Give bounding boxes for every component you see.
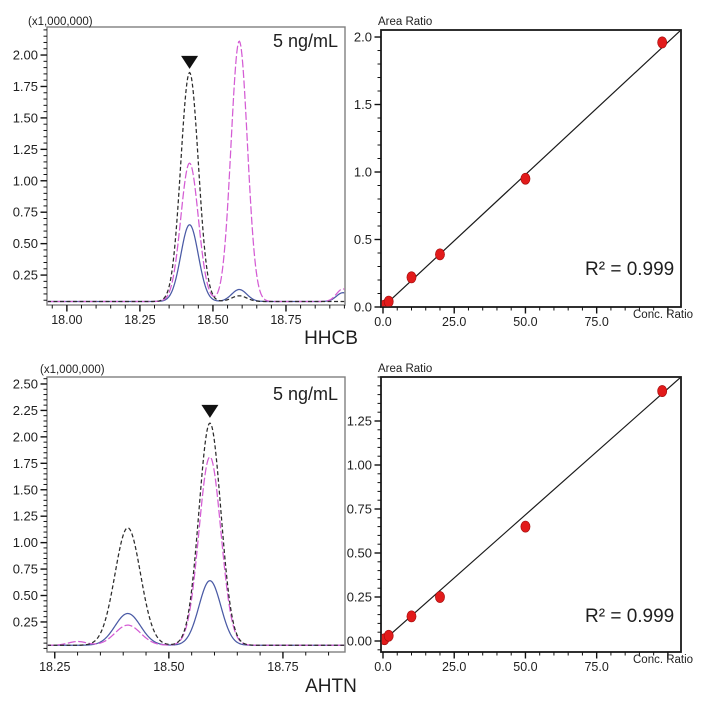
y-tick-label: 1.0 [354,165,372,180]
ahtn-calibration: 0.0 25.0 50.0 75.0 0.00 0.25 0.50 0.75 1.00 1.25 [347,376,682,674]
y-tick-label: 2.50 [13,376,38,391]
ahtn-calibration-data-point [435,591,445,603]
y-tick-label: 1.25 [347,414,372,429]
y-tick-label: 1.25 [13,142,38,157]
hhcb-chromatogram-y-axis: 0.25 0.50 0.75 1.00 1.25 1.50 1.75 2.00 [13,29,47,301]
y-tick-label: 0.50 [13,588,38,603]
hhcb-calibration-data-point [520,172,531,185]
hhcb-calibration-y-axis: 0.0 0.5 1.0 1.5 2.0 [354,30,381,315]
y-tick-label: 2.25 [13,403,38,418]
y-tick-label: 0.75 [13,205,38,220]
hhcb-cal-y-axis-title: Area Ratio [378,16,433,28]
x-tick-label: 18.00 [51,313,82,327]
y-tick-label: 0.50 [13,236,38,251]
y-tick-label: 1.75 [13,79,38,94]
hhcb-calibration-data-point [406,271,417,284]
x-tick-label: 25.0 [442,315,466,329]
ahtn-chromatogram: 18.25 18.50 18.75 0.25 0.50 0.75 1.00 1.25 1.50 1… [13,376,346,674]
x-tick-label: 0.0 [374,315,391,329]
x-tick-label: 18.75 [270,313,301,327]
hhcb-calibration-fit-line [382,30,681,307]
y-tick-label: 1.00 [13,535,38,550]
ahtn-chromatogram-x-axis: 18.25 18.50 18.75 [39,652,330,674]
y-tick-label: 1.00 [13,173,38,188]
y-tick-label: 1.50 [13,482,38,497]
x-tick-label: 50.0 [513,315,537,329]
x-tick-label: 18.25 [39,660,70,674]
hhcb-calibration-data-point [383,295,394,307]
ahtn-calibration-x-axis: 0.0 25.0 50.0 75.0 [374,652,669,674]
x-tick-label: 18.50 [197,313,228,327]
y-tick-label: 0.75 [13,562,38,577]
ahtn-chromatogram-peak-marker-triangle [201,404,219,418]
ahtn-r2-label: R² = 0.999 [585,606,675,627]
y-tick-label: 0.25 [347,590,372,605]
hhcb-cal-x-axis-title: Conc. Ratio [633,309,694,321]
hhcb-chromatogram-plot-area [47,40,345,303]
y-tick-label: 0.50 [347,546,372,561]
ahtn-cal-x-axis-title: Conc. Ratio [633,654,694,666]
y-tick-label: 0.00 [347,634,372,649]
x-tick-label: 25.0 [442,660,466,674]
hhcb-chromatogram-x-axis: 18.00 18.25 18.50 18.75 [51,305,345,327]
ahtn-chromatogram-plot-area [47,422,345,646]
y-tick-label: 0.75 [347,502,372,517]
ahtn-calibration-data-point [657,385,668,397]
hhcb-calibration: 0.0 25.0 50.0 75.0 0.0 0.5 1.0 1.5 2.0 [354,29,682,329]
hhcb-caption: HHCB [304,328,358,349]
x-tick-label: 18.75 [267,660,298,674]
ahtn-chromatogram-trace-black [47,422,345,646]
y-tick-label: 0.0 [354,300,372,315]
y-tick-label: 1.25 [13,509,38,524]
hhcb-calibration-data-point [657,36,668,49]
hhcb-chromatogram: 18.00 18.25 18.50 18.75 0.25 0.50 0.75 1.00 1.25… [13,26,346,327]
x-tick-label: 18.25 [124,313,155,327]
ahtn-calibration-frame [380,376,682,653]
x-tick-label: 50.0 [513,660,537,674]
ahtn-calibration-data-point [520,520,531,533]
y-tick-label: 0.25 [13,614,38,629]
ahtn-calibration-data-point [383,629,394,642]
hhcb-sample-concentration-label: 5 ng/mL [272,31,338,51]
y-tick-label: 1.00 [347,458,372,473]
ahtn-sample-concentration-label: 5 ng/mL [272,384,338,404]
ahtn-chromatogram-y-axis: 0.25 0.50 0.75 1.00 1.25 1.50 1.75 2.00 2.25 2.50 [13,376,47,649]
hhcb-r2-label: R² = 0.999 [585,259,675,280]
hhcb-calibration-data-point [435,248,445,261]
ahtn-calibration-y-axis: 0.00 0.25 0.50 0.75 1.00 1.25 [347,376,381,651]
ahtn-calibration-plot-area [381,377,681,646]
ahtn-scale-label: (x1,000,000) [40,364,105,376]
y-tick-label: 1.5 [354,97,372,112]
y-tick-label: 1.75 [13,456,38,471]
ahtn-caption: AHTN [305,676,357,697]
ahtn-calibration-fit-line [382,377,681,642]
y-tick-label: 2.00 [13,429,38,444]
y-tick-label: 2.0 [354,30,372,45]
hhcb-calibration-plot-area [381,30,681,307]
hhcb-chromatogram-frame [46,26,346,306]
y-tick-label: 0.5 [354,232,372,247]
hhcb-chromatogram-trace-black [47,71,345,303]
x-tick-label: 75.0 [584,660,608,674]
y-tick-label: 1.50 [13,110,38,125]
ahtn-chromatogram-frame [46,376,346,653]
y-tick-label: 0.25 [13,268,38,283]
hhcb-scale-label: (x1,000,000) [28,16,93,28]
ahtn-calibration-data-point [406,610,417,623]
hhcb-chromatogram-peak-marker-triangle [181,55,199,69]
hhcb-calibration-x-axis: 0.0 25.0 50.0 75.0 [374,307,669,329]
x-tick-label: 75.0 [584,315,608,329]
x-tick-label: 0.0 [374,660,391,674]
y-tick-label: 2.00 [13,48,38,63]
x-tick-label: 18.50 [153,660,184,674]
ahtn-cal-y-axis-title: Area Ratio [378,363,433,375]
